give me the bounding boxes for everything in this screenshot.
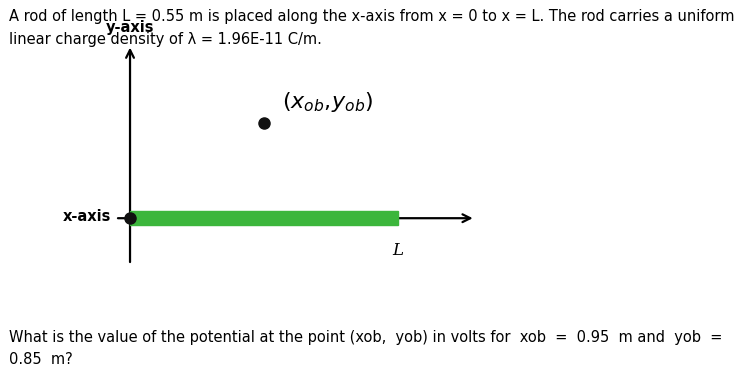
Text: A rod of length L = 0.55 m is placed along the x-axis from x = 0 to x = L. The r: A rod of length L = 0.55 m is placed alo… — [9, 9, 734, 24]
Text: L: L — [392, 242, 403, 260]
Text: x-axis: x-axis — [63, 209, 111, 224]
Text: 0.85  m?: 0.85 m? — [9, 352, 73, 367]
Text: linear charge density of λ = 1.96E-11 C/m.: linear charge density of λ = 1.96E-11 C/… — [9, 32, 322, 47]
Text: What is the value of the potential at the point (xob,  yob) in volts for  xob  =: What is the value of the potential at th… — [9, 330, 722, 345]
Text: $(x_{ob},\!y_{ob})$: $(x_{ob},\!y_{ob})$ — [282, 90, 374, 114]
Text: y-axis: y-axis — [106, 21, 155, 35]
Bar — [130, 211, 398, 225]
